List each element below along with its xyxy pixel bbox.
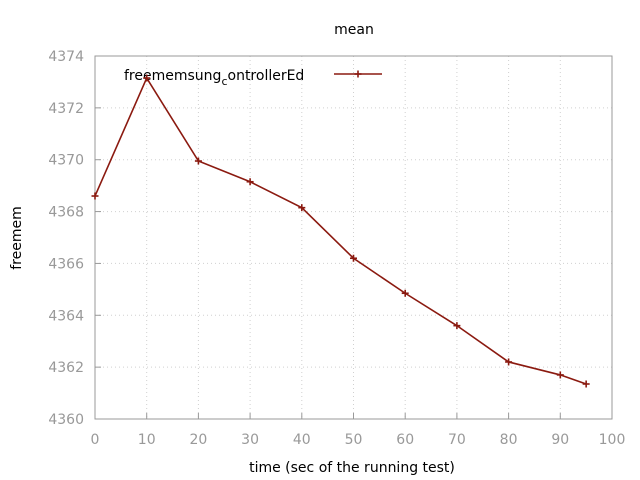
x-tick-label: 0: [91, 432, 100, 448]
x-tick-label: 90: [551, 432, 569, 448]
x-axis-title: time (sec of the running test): [249, 460, 455, 476]
data-point: [298, 204, 306, 212]
data-point: [556, 371, 564, 379]
legend-label-mid: sung: [188, 68, 222, 84]
data-point: [401, 289, 409, 297]
data-point: [582, 380, 590, 388]
y-tick-label: 4374: [48, 49, 84, 65]
legend: freememsungcontrollerEd: [124, 68, 382, 88]
x-tick-label: 10: [138, 432, 156, 448]
y-tick-label: 4362: [48, 360, 84, 376]
y-tick-label: 4364: [48, 308, 84, 324]
x-tick-label: 60: [396, 432, 414, 448]
legend-marker: [354, 70, 362, 78]
y-tick-label: 4360: [48, 412, 84, 428]
y-tick-label: 4370: [48, 153, 84, 169]
x-tick-label: 100: [599, 432, 626, 448]
x-tick-label: 50: [345, 432, 363, 448]
data-point: [350, 254, 357, 262]
y-axis-ticks: 4360 4362 4364 4366 4368 4370 4372 4374: [48, 49, 101, 428]
x-tick-label: 80: [500, 432, 518, 448]
data-point: [143, 74, 151, 82]
y-axis-title: freemem: [9, 206, 25, 270]
y-tick-label: 4368: [48, 205, 84, 221]
y-tick-label: 4366: [48, 256, 84, 272]
series-line: [94, 76, 587, 385]
data-point: [453, 322, 461, 330]
x-axis-ticks: 0 10 20 30 40 50 60 70 80 90 100: [91, 413, 626, 448]
legend-marker-plus: [354, 70, 362, 78]
data-point: [91, 192, 99, 200]
chart-title: mean: [334, 22, 374, 38]
legend-label-suffix: ontrollerEd: [228, 68, 305, 84]
series-markers: [91, 74, 590, 388]
data-point: [194, 157, 202, 165]
legend-label-sub: c: [221, 75, 227, 88]
x-tick-label: 40: [293, 432, 311, 448]
legend-label: freememsungcontrollerEd: [124, 68, 304, 88]
legend-label-prefix: freemem: [124, 68, 188, 84]
y-tick-label: 4372: [48, 101, 84, 117]
x-tick-label: 30: [241, 432, 259, 448]
x-tick-label: 20: [189, 432, 207, 448]
data-point: [246, 178, 254, 186]
data-point: [505, 358, 513, 366]
grid-lines: [95, 56, 612, 419]
x-tick-label: 70: [448, 432, 466, 448]
